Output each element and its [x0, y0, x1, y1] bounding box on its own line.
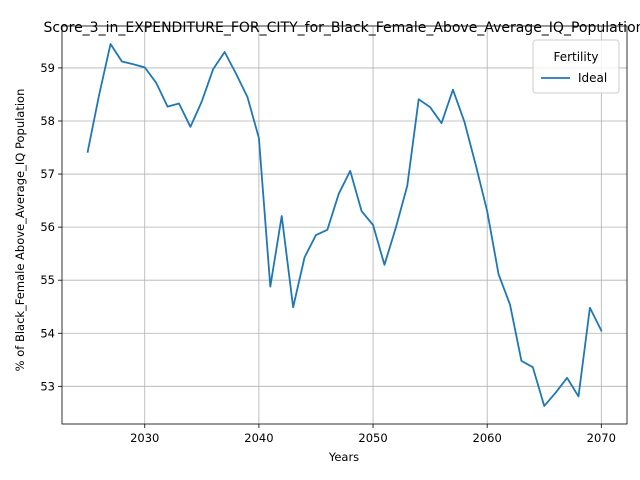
y-tick-label: 58: [40, 114, 55, 128]
x-axis-label: Years: [328, 450, 359, 464]
legend-label-ideal: Ideal: [578, 71, 607, 85]
y-tick-label: 54: [40, 326, 55, 340]
x-tick-label: 2060: [473, 431, 502, 445]
series-layer: [86, 43, 603, 407]
legend-box: [532, 39, 620, 94]
x-axis-ticks: 2030 2040 2050 2060 2070: [130, 424, 616, 445]
y-tick-label: 59: [40, 61, 55, 75]
chart-title: Score_3_in_EXPENDITURE_FOR_CITY_for_Blac…: [43, 20, 640, 36]
legend: Fertility Ideal: [532, 39, 620, 94]
y-axis-label: % of Black_Female Above_Average_IQ Popul…: [13, 89, 27, 372]
x-tick-label: 2050: [358, 431, 387, 445]
y-tick-label: 53: [40, 379, 55, 393]
x-tick-label: 2040: [244, 431, 273, 445]
x-tick-label: 2070: [587, 431, 616, 445]
series-line-ideal: [86, 43, 603, 407]
y-tick-label: 55: [40, 273, 55, 287]
y-tick-label: 56: [40, 220, 55, 234]
y-tick-label: 57: [40, 167, 55, 181]
plot-frame: [61, 25, 628, 425]
x-tick-label: 2030: [130, 431, 159, 445]
y-axis-ticks: 53 54 55 56 57 58 59: [40, 61, 62, 393]
legend-title: Fertility: [553, 50, 598, 64]
plot-area: [62, 26, 627, 424]
